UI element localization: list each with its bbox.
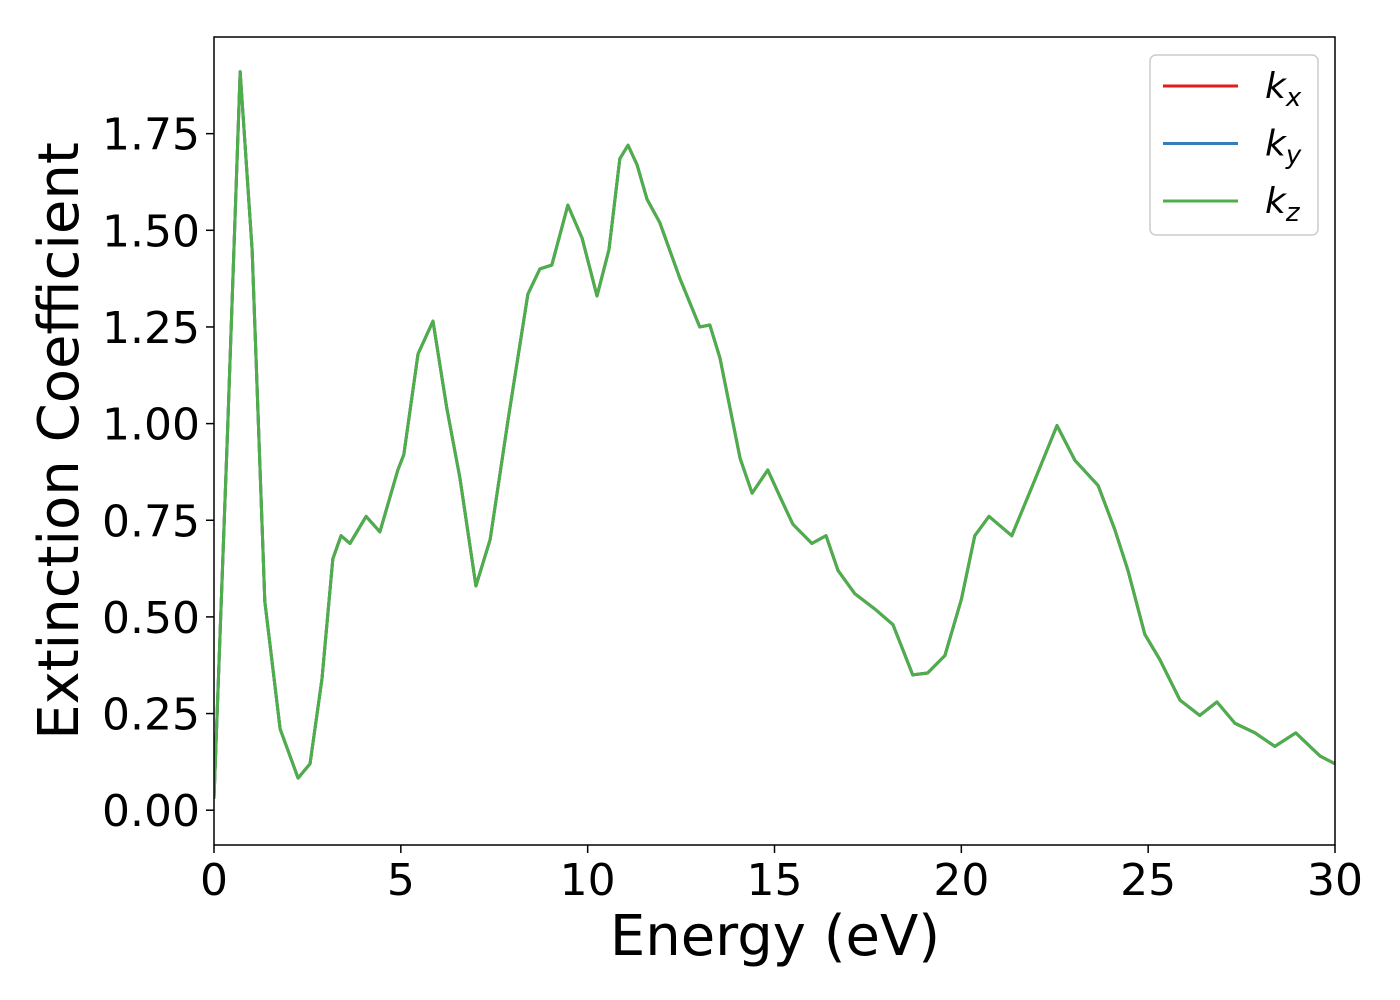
x-tick-label: 5: [387, 855, 415, 906]
y-axis-label: Extinction Coefficient: [27, 142, 92, 740]
x-tick-label: 0: [200, 855, 228, 906]
legend-label: kz: [1265, 181, 1301, 228]
x-tick-label: 25: [1120, 855, 1176, 906]
plot-frame: [213, 36, 1336, 846]
y-tick-label: 0.75: [102, 496, 200, 547]
x-tick-label: 15: [747, 855, 803, 906]
y-tick-label: 0.50: [102, 593, 200, 644]
y-tick-label: 1.50: [102, 206, 200, 257]
series-line: [214, 70, 1335, 799]
y-tick-label: 0.25: [102, 690, 200, 741]
legend-label: ky: [1265, 124, 1302, 171]
x-axis-label: Energy (eV): [610, 904, 940, 969]
legend-label: kx: [1265, 66, 1302, 113]
y-tick-label: 0.00: [102, 786, 200, 837]
y-tick-label: 1.25: [102, 303, 200, 354]
x-tick-label: 30: [1307, 855, 1363, 906]
x-tick-label: 20: [933, 855, 989, 906]
x-tick-label: 10: [560, 855, 616, 906]
y-tick-label: 1.75: [102, 110, 200, 161]
y-tick-label: 1.00: [102, 400, 200, 451]
